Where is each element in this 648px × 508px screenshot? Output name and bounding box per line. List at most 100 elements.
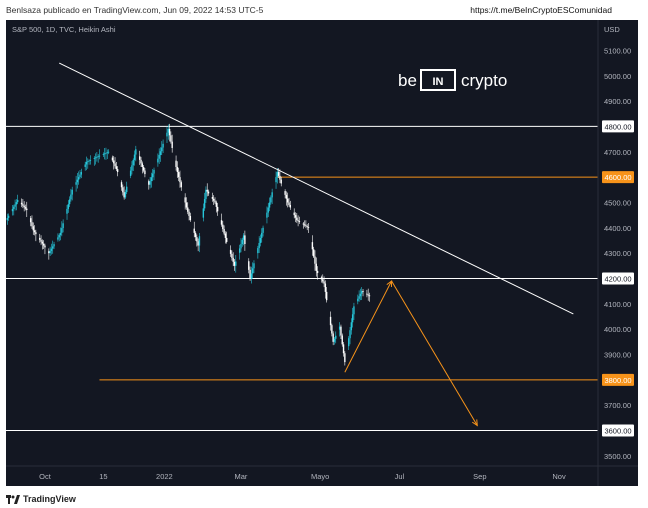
- candle-body: [123, 192, 125, 198]
- candle-body: [131, 165, 133, 171]
- candle-body: [80, 172, 82, 175]
- candle-body: [87, 161, 89, 163]
- candle-body: [312, 249, 315, 257]
- currency-label: USD: [604, 25, 620, 34]
- candle-body: [215, 202, 218, 207]
- y-tick-label: 3700.00: [604, 401, 631, 410]
- candle-body: [293, 212, 295, 216]
- candle-body: [229, 249, 232, 254]
- candle-body: [280, 179, 282, 184]
- candle-body: [224, 233, 227, 238]
- candle-body: [341, 335, 343, 345]
- publisher-text: Benlsaza publicado en TradingView.com, J…: [6, 5, 264, 15]
- candle-body: [241, 239, 243, 245]
- candle-body: [149, 180, 151, 185]
- candle-body: [175, 160, 177, 167]
- candle-body: [13, 206, 15, 209]
- candle-body: [323, 281, 325, 284]
- x-tick-label: Jul: [395, 472, 405, 481]
- candle-body: [41, 241, 44, 244]
- candle-body: [176, 166, 179, 173]
- candle-body: [320, 277, 323, 280]
- trendline-layer: [59, 62, 574, 315]
- candle-body: [44, 245, 46, 248]
- candle-body: [220, 220, 223, 225]
- candle-body: [367, 294, 369, 296]
- watermark-crypto: crypto: [461, 71, 507, 90]
- level-label-box: [602, 424, 634, 437]
- candle-body: [70, 194, 72, 200]
- candle-body: [207, 191, 210, 194]
- candle-body: [188, 211, 190, 216]
- candle-body: [184, 197, 186, 203]
- y-tick-label: 5100.00: [604, 46, 631, 55]
- watermark-be: be: [398, 71, 417, 90]
- candle-body: [113, 160, 115, 164]
- x-tick-label: Mayo: [311, 472, 329, 481]
- candle-body: [79, 174, 81, 178]
- candle-body: [33, 230, 36, 233]
- candle-body: [139, 156, 141, 160]
- candle-body: [232, 257, 234, 262]
- candle-body: [331, 325, 333, 334]
- candle-body: [114, 163, 116, 167]
- candle-body: [316, 270, 319, 273]
- candle-body: [258, 243, 260, 249]
- candle-body: [132, 159, 134, 166]
- candle-body: [62, 223, 64, 229]
- level-labels: 4800.00 4600.00 4200.00 3800.00 3600.00: [602, 120, 634, 437]
- y-tick-label: 3500.00: [604, 452, 631, 461]
- candle-body: [238, 248, 241, 253]
- candle-body: [29, 218, 32, 223]
- candle-body: [333, 338, 336, 342]
- level-label: 3600.00: [604, 427, 631, 436]
- candle-body: [180, 182, 182, 188]
- candle-body: [297, 220, 299, 222]
- candle-body: [168, 128, 171, 136]
- candle-body: [306, 226, 308, 227]
- candle-body: [49, 250, 51, 254]
- candle-body: [205, 189, 207, 200]
- candle-body: [244, 235, 246, 245]
- candle-body: [349, 330, 351, 339]
- chart-area[interactable]: 3500.00 3600.00 3700.00 3800.00 3900.00 4000.…: [6, 20, 638, 486]
- candle-body: [325, 291, 328, 301]
- candle-body: [170, 135, 172, 142]
- price-chart[interactable]: 3500.00 3600.00 3700.00 3800.00 3900.00 4000.…: [6, 20, 638, 486]
- symbol-title: S&P 500, 1D, TVC, Heikin Ashi: [12, 25, 116, 34]
- candle-body: [298, 221, 301, 222]
- candle-body: [315, 263, 317, 271]
- x-tick-label: 15: [99, 472, 107, 481]
- candle-body: [262, 227, 264, 233]
- candle-body: [61, 228, 63, 233]
- candle-body: [97, 156, 99, 158]
- candle-body: [203, 199, 206, 209]
- candle-body: [122, 187, 124, 193]
- tradingview-brand: TradingView: [23, 494, 76, 504]
- candle-body: [187, 207, 189, 212]
- candle-body: [198, 236, 201, 246]
- candle-body: [66, 208, 68, 214]
- candle-body: [96, 156, 98, 158]
- candle-body: [120, 182, 123, 188]
- x-tick-label: Nov: [552, 472, 566, 481]
- y-tick-label: 3900.00: [604, 351, 631, 360]
- telegram-link[interactable]: https://t.me/BeInCryptoESComunidad: [470, 5, 612, 15]
- candle-body: [277, 172, 280, 176]
- candle-body: [89, 160, 92, 161]
- candle-body: [202, 208, 205, 218]
- candle-body: [287, 198, 289, 203]
- candle-body: [344, 353, 346, 363]
- candle-body: [196, 237, 198, 242]
- y-tick-label: 4400.00: [604, 224, 631, 233]
- candle-body: [88, 160, 90, 162]
- candle-body: [158, 154, 160, 159]
- level-label-box: [602, 120, 634, 133]
- price-axis: 3500.00 3600.00 3700.00 3800.00 3900.00 4000.…: [604, 46, 631, 460]
- candle-body: [314, 256, 316, 264]
- candle-body: [129, 170, 132, 176]
- candle-body: [307, 226, 310, 228]
- candle-body: [157, 158, 159, 163]
- candle-body: [266, 212, 268, 218]
- x-tick-label: 2022: [156, 472, 173, 481]
